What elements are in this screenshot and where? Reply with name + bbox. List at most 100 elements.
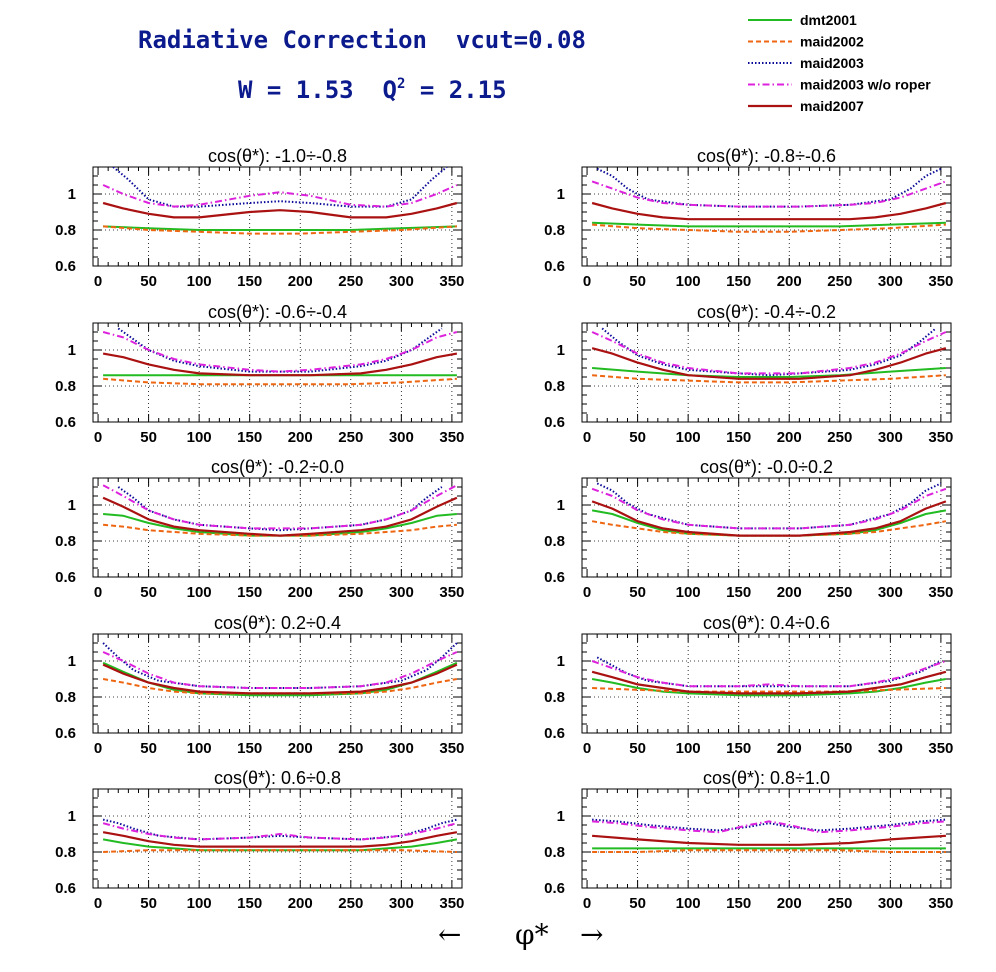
- x-tick-label: 100: [676, 429, 701, 446]
- panel-title: cos(θ*): -0.6÷-0.4: [208, 302, 347, 322]
- y-tick-label: 1: [557, 497, 565, 514]
- x-tick-label: 0: [94, 895, 102, 912]
- figure-title: Radiative Correction vcut=0.08: [138, 26, 586, 54]
- x-tick-label: 350: [439, 429, 464, 446]
- x-tick-label: 300: [878, 273, 903, 290]
- legend-item-maid2002: maid2002: [748, 34, 864, 50]
- x-tick-label: 350: [439, 273, 464, 290]
- x-tick-label: 200: [777, 273, 802, 290]
- x-tick-label: 200: [777, 429, 802, 446]
- y-tick-label: 0.6: [55, 414, 76, 431]
- x-tick-label: 100: [187, 895, 212, 912]
- series-line-maid2002: [592, 849, 946, 853]
- y-tick-label: 1: [557, 808, 565, 825]
- x-tick-label: 0: [583, 429, 591, 446]
- subtitle-q-exponent: 2: [397, 76, 405, 92]
- series-line-maid2003_no_roper: [591, 487, 947, 530]
- x-tick-label: 150: [237, 429, 262, 446]
- series-line-maid2003_no_roper: [591, 660, 947, 688]
- x-tick-label: 100: [676, 740, 701, 757]
- legend-item-dmt2001: dmt2001: [748, 12, 857, 28]
- y-tick-label: 0.6: [55, 880, 76, 897]
- x-tick-label: 300: [389, 895, 414, 912]
- x-tick-label: 150: [726, 895, 751, 912]
- x-tick-label: 0: [94, 273, 102, 290]
- panel-title: cos(θ*): 0.6÷0.8: [214, 768, 341, 788]
- legend-label: maid2003 w/o roper: [800, 77, 931, 93]
- panel-3: cos(θ*): -0.6÷-0.4 0 50 100 150 200 250 300 350 0…: [55, 302, 464, 446]
- series-line-dmt2001: [592, 221, 946, 228]
- subtitle-q-value: = 2.15: [405, 76, 506, 104]
- y-tick-label: 0.6: [544, 258, 565, 275]
- series-line-maid2003_no_roper: [102, 184, 458, 208]
- series-line-maid2002: [592, 223, 946, 233]
- x-tick-label: 250: [827, 584, 852, 601]
- plot-frame: [581, 477, 952, 578]
- panel-8: cos(θ*): 0.4÷0.6 0 50 100 150 200 250 300 350 0.6…: [544, 613, 953, 757]
- series-line-dmt2001: [591, 678, 947, 697]
- series-line-maid2007: [102, 831, 458, 848]
- y-tick-label: 0.6: [544, 569, 565, 586]
- legend-item-maid2003: maid2003: [748, 55, 864, 71]
- x-tick-label: 200: [288, 429, 313, 446]
- panel-4: cos(θ*): -0.4÷-0.2 0 50 100 150 200 250 300 350 0…: [544, 302, 953, 446]
- series-line-maid2003: [596, 656, 942, 688]
- series-line-maid2002: [103, 849, 457, 853]
- y-tick-label: 0.8: [55, 378, 76, 395]
- y-tick-label: 0.6: [544, 880, 565, 897]
- y-tick-label: 0.8: [544, 533, 565, 550]
- series-line-maid2002: [103, 377, 457, 386]
- x-tick-label: 250: [338, 895, 363, 912]
- series-line-maid2003_no_roper: [102, 651, 458, 689]
- legend-label: maid2002: [800, 34, 864, 50]
- panel-title: cos(θ*): -1.0÷-0.8: [208, 146, 347, 166]
- x-tick-label: 200: [288, 895, 313, 912]
- series-line-maid2003_no_roper: [102, 331, 458, 373]
- x-tick-label: 100: [676, 273, 701, 290]
- x-tick-label: 200: [777, 895, 802, 912]
- series-line-maid2003: [112, 167, 448, 208]
- figure-subtitle: W = 1.53 Q2 = 2.15: [238, 76, 507, 104]
- series-line-maid2003: [596, 482, 942, 530]
- panel-title: cos(θ*): -0.4÷-0.2: [697, 302, 836, 322]
- x-tick-label: 250: [338, 429, 363, 446]
- x-tick-label: 50: [629, 584, 646, 601]
- legend-item-maid2007: maid2007: [748, 98, 864, 114]
- y-tick-label: 0.8: [544, 378, 565, 395]
- x-tick-label: 350: [928, 273, 953, 290]
- x-tick-label: 150: [726, 429, 751, 446]
- y-tick-label: 1: [68, 653, 76, 670]
- panel-10: cos(θ*): 0.8÷1.0 0 50 100 150 200 250 300 350 0.6…: [544, 768, 953, 912]
- series-line-maid2002: [102, 678, 458, 695]
- y-tick-label: 0.6: [55, 569, 76, 586]
- x-tick-label: 150: [726, 273, 751, 290]
- x-tick-label: 0: [94, 429, 102, 446]
- x-tick-label: 350: [928, 895, 953, 912]
- x-tick-label: 350: [928, 740, 953, 757]
- y-tick-label: 0.6: [544, 414, 565, 431]
- panel-2: cos(θ*): -0.8÷-0.6 0 50 100 150 200 250 300 350 0…: [544, 146, 953, 290]
- panel-9: cos(θ*): 0.6÷0.8 0 50 100 150 200 250 300 350 0.6…: [55, 768, 464, 912]
- series-line-maid2002: [103, 225, 457, 235]
- series-line-maid2007: [591, 201, 947, 221]
- x-tick-label: 250: [338, 740, 363, 757]
- x-axis-left-arrow: ←: [438, 918, 461, 951]
- panel-title: cos(θ*): 0.4÷0.6: [703, 613, 830, 633]
- x-tick-label: 150: [237, 740, 262, 757]
- series-line-maid2002: [592, 687, 946, 693]
- x-tick-label: 250: [827, 273, 852, 290]
- series-line-maid2003_no_roper: [591, 331, 947, 375]
- plot-frame: [581, 322, 952, 423]
- legend-item-maid2003_no_roper: maid2003 w/o roper: [748, 77, 931, 93]
- x-tick-label: 50: [140, 740, 157, 757]
- series-line-maid2003_no_roper: [591, 180, 947, 208]
- x-tick-label: 100: [187, 429, 212, 446]
- x-tick-label: 100: [676, 895, 701, 912]
- x-tick-label: 250: [338, 584, 363, 601]
- x-tick-label: 100: [187, 740, 212, 757]
- series-line-maid2003: [102, 642, 458, 689]
- plot-frame: [92, 788, 463, 889]
- series-line-maid2007: [102, 496, 458, 537]
- y-tick-label: 1: [557, 653, 565, 670]
